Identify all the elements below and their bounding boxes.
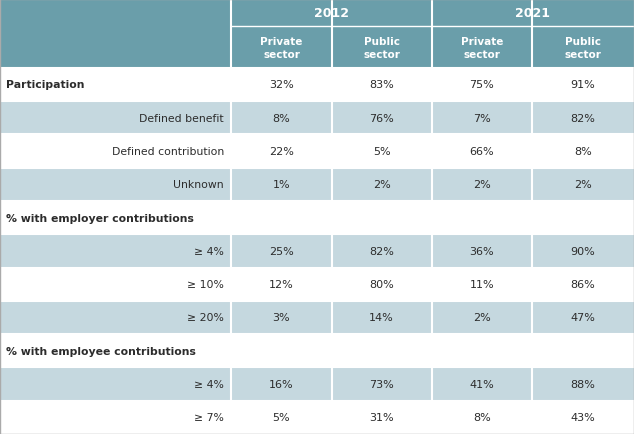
Bar: [0, 0, 634, 69]
Text: Private
sector: Private sector: [261, 36, 302, 59]
Text: 3%: 3%: [273, 313, 290, 323]
Text: 7%: 7%: [473, 113, 491, 123]
Text: 8%: 8%: [273, 113, 290, 123]
Text: 16%: 16%: [269, 379, 294, 389]
Text: 80%: 80%: [369, 279, 394, 289]
Text: 2%: 2%: [574, 180, 592, 190]
Text: % with employer contributions: % with employer contributions: [6, 213, 194, 223]
Text: 25%: 25%: [269, 247, 294, 256]
Text: 43%: 43%: [571, 412, 595, 422]
Text: 66%: 66%: [470, 147, 494, 157]
Text: 1%: 1%: [273, 180, 290, 190]
Text: 82%: 82%: [571, 113, 595, 123]
Text: 31%: 31%: [370, 412, 394, 422]
Text: Private
sector: Private sector: [461, 36, 503, 59]
Text: ≥ 20%: ≥ 20%: [187, 313, 224, 323]
Text: ≥ 4%: ≥ 4%: [194, 247, 224, 256]
Text: 2%: 2%: [373, 180, 391, 190]
Text: 83%: 83%: [369, 80, 394, 90]
Text: 82%: 82%: [369, 247, 394, 256]
Text: 5%: 5%: [273, 412, 290, 422]
Text: 73%: 73%: [369, 379, 394, 389]
Text: 8%: 8%: [473, 412, 491, 422]
Text: ≥ 7%: ≥ 7%: [194, 412, 224, 422]
Text: Public
sector: Public sector: [564, 36, 602, 59]
Bar: [0, 301, 634, 334]
Bar: [0, 201, 634, 235]
Text: 5%: 5%: [373, 147, 391, 157]
Bar: [0, 102, 634, 135]
Text: 2012: 2012: [314, 7, 349, 20]
Bar: [0, 235, 634, 268]
Text: 22%: 22%: [269, 147, 294, 157]
Text: Unknown: Unknown: [173, 180, 224, 190]
Text: 2021: 2021: [515, 7, 550, 20]
Text: % with employee contributions: % with employee contributions: [6, 346, 196, 356]
Text: 41%: 41%: [469, 379, 495, 389]
Text: 86%: 86%: [571, 279, 595, 289]
Text: Public
sector: Public sector: [363, 36, 400, 59]
Text: 11%: 11%: [470, 279, 494, 289]
Bar: [0, 268, 634, 301]
Text: 12%: 12%: [269, 279, 294, 289]
Text: 47%: 47%: [571, 313, 595, 323]
Text: ≥ 4%: ≥ 4%: [194, 379, 224, 389]
Text: 88%: 88%: [571, 379, 595, 389]
Text: 90%: 90%: [571, 247, 595, 256]
Bar: [0, 334, 634, 368]
Text: Participation: Participation: [6, 80, 85, 90]
Text: Defined contribution: Defined contribution: [112, 147, 224, 157]
Text: 36%: 36%: [470, 247, 494, 256]
Text: Defined benefit: Defined benefit: [139, 113, 224, 123]
Text: 76%: 76%: [369, 113, 394, 123]
Text: ≥ 10%: ≥ 10%: [187, 279, 224, 289]
Bar: [0, 135, 634, 168]
Bar: [0, 368, 634, 401]
Text: 91%: 91%: [571, 80, 595, 90]
Bar: [0, 69, 634, 102]
Text: 2%: 2%: [473, 180, 491, 190]
Text: 32%: 32%: [269, 80, 294, 90]
Text: 14%: 14%: [369, 313, 394, 323]
Text: 8%: 8%: [574, 147, 592, 157]
Text: 75%: 75%: [469, 80, 495, 90]
Bar: [0, 168, 634, 201]
Bar: [0, 401, 634, 434]
Text: 2%: 2%: [473, 313, 491, 323]
